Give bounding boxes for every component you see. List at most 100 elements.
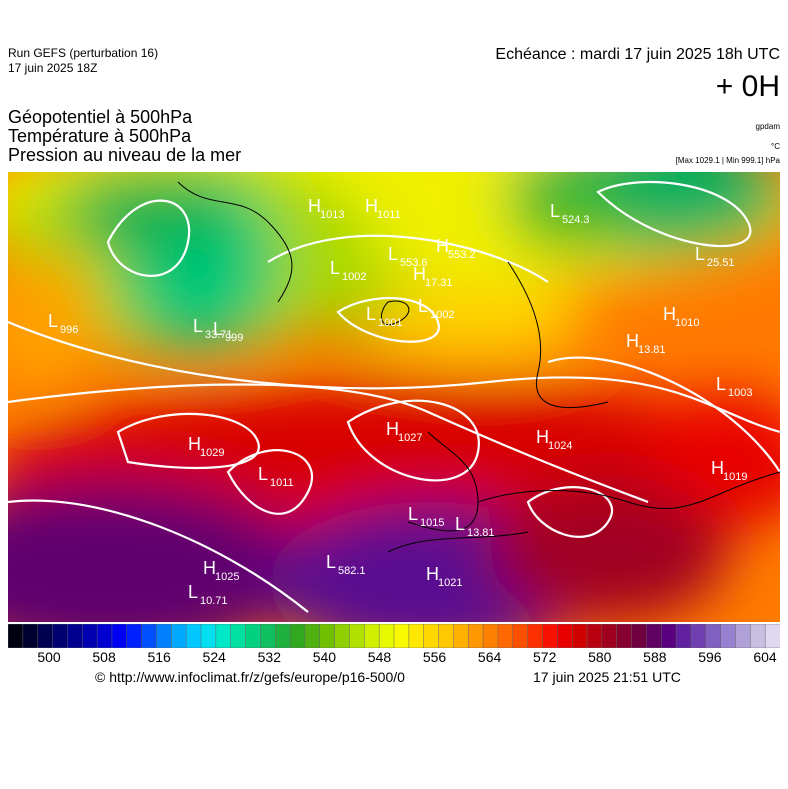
label-letter: L bbox=[330, 258, 340, 278]
pressure-label: H 553.2 bbox=[436, 236, 476, 261]
pressure-label: H 1027 bbox=[386, 419, 422, 444]
field: Géopotentiel à 500hPa bbox=[8, 107, 193, 127]
colorbar-swatch bbox=[245, 624, 262, 648]
colorbar-swatch bbox=[52, 624, 69, 648]
label-letter: L bbox=[366, 304, 376, 324]
colorbar-swatch bbox=[690, 624, 707, 648]
colorbar-swatch bbox=[646, 624, 662, 648]
colorbar-tick-label: 524 bbox=[203, 649, 227, 665]
label-letter: L bbox=[388, 244, 398, 264]
pressure-label: H 1025 bbox=[203, 558, 239, 583]
pressure-label: H 17.31 bbox=[413, 264, 453, 289]
label-letter: H bbox=[308, 196, 321, 216]
label-value: 33.71 bbox=[205, 329, 233, 341]
colorbar-swatch bbox=[185, 624, 202, 648]
label-letter: L bbox=[455, 514, 465, 534]
colorbar-swatch bbox=[319, 624, 336, 648]
colorbar-tick-label: 596 bbox=[698, 649, 722, 665]
pressure-label: L 33.71 bbox=[193, 316, 233, 341]
pressure-label: L 25.51 bbox=[695, 244, 735, 269]
colorbar-swatch bbox=[171, 624, 187, 648]
colorbar-tick-label: 508 bbox=[92, 649, 116, 665]
label-letter: L bbox=[258, 464, 268, 484]
run-date: 17 juin 2025 18Z bbox=[8, 61, 98, 75]
label-value: 1024 bbox=[548, 440, 572, 452]
colorbar-swatch bbox=[467, 624, 484, 648]
pressure-label: L 1001 bbox=[366, 304, 402, 329]
colorbar-swatch bbox=[349, 624, 366, 648]
label-value: 996 bbox=[60, 324, 78, 336]
colorbar-tick-label: 572 bbox=[533, 649, 557, 665]
unit: gpdam bbox=[755, 122, 780, 131]
coastlines bbox=[177, 181, 780, 553]
colorbar-swatch bbox=[675, 624, 692, 648]
label-letter: H bbox=[203, 558, 216, 578]
pressure-label: L 1002 bbox=[418, 296, 454, 321]
pressure-label: L 524.3 bbox=[550, 201, 590, 226]
unit: [Max 1029.1 | Min 999.1] hPa bbox=[675, 156, 780, 165]
pressure-label: L 1011 bbox=[258, 464, 294, 489]
colorbar-swatch bbox=[22, 624, 39, 648]
colorbar-swatch bbox=[215, 624, 232, 648]
label-letter: H bbox=[188, 434, 201, 454]
colorbar-swatch bbox=[705, 624, 722, 648]
colorbar-swatch bbox=[735, 624, 752, 648]
colorbar-swatch bbox=[586, 624, 603, 648]
label-letter: H bbox=[626, 331, 639, 351]
run: Run GEFS (perturbation 16) bbox=[8, 46, 159, 60]
label-value: 1010 bbox=[675, 317, 699, 329]
label-value: 17.31 bbox=[425, 277, 453, 289]
colorbar-tick-label: 588 bbox=[643, 649, 667, 665]
pressure-label: L 999 bbox=[213, 319, 243, 344]
label-letter: L bbox=[716, 374, 726, 394]
colorbar-swatch bbox=[141, 624, 158, 648]
label-value: 1002 bbox=[342, 271, 366, 283]
label-value: 1025 bbox=[215, 571, 239, 583]
field-shading bbox=[8, 172, 780, 622]
label-value: 1027 bbox=[398, 432, 422, 444]
pressure-label: L 553.6 bbox=[388, 244, 428, 269]
colorbar-swatch bbox=[631, 624, 648, 648]
label-value: 1013 bbox=[320, 209, 344, 221]
label-value: 553.2 bbox=[448, 249, 476, 261]
pressure-label: H 1013 bbox=[308, 196, 344, 221]
pressure-label: L 10.71 bbox=[188, 582, 228, 607]
colorbar-swatch bbox=[289, 624, 306, 648]
colorbar-swatch bbox=[408, 624, 425, 648]
pressure-label: H 1029 bbox=[188, 434, 224, 459]
label-value: 1019 bbox=[723, 471, 747, 483]
field: Température à 500hPa bbox=[8, 126, 192, 146]
colorbar-swatch bbox=[230, 624, 247, 648]
colorbar-tick-label: 516 bbox=[147, 649, 171, 665]
label-value: 582.1 bbox=[338, 565, 366, 577]
colorbar-swatch bbox=[200, 624, 217, 648]
colorbar-swatch bbox=[304, 624, 321, 648]
generated: 17 juin 2025 21:51 UTC bbox=[533, 669, 681, 685]
colorbar-tick-label: 604 bbox=[753, 649, 777, 665]
colorbar-swatch bbox=[126, 624, 143, 648]
label-letter: H bbox=[365, 196, 378, 216]
label-letter: H bbox=[711, 458, 724, 478]
pressure-label: L 996 bbox=[48, 311, 78, 336]
colorbar-swatch bbox=[393, 624, 410, 648]
colorbar-tick-label: 532 bbox=[258, 649, 282, 665]
colorbar-tick-label: 564 bbox=[478, 649, 502, 665]
label-letter: L bbox=[550, 201, 560, 221]
pressure-label: H 1019 bbox=[711, 458, 747, 483]
pressure-label: L 1015 bbox=[408, 504, 444, 529]
isobars bbox=[8, 180, 780, 613]
label-value: 13.81 bbox=[467, 527, 495, 539]
colorbar-swatch bbox=[512, 624, 529, 648]
colorbar-tick-label: 556 bbox=[423, 649, 447, 665]
pressure-label: L 1003 bbox=[716, 374, 752, 399]
label-letter: L bbox=[695, 244, 705, 264]
colorbar-swatch bbox=[601, 624, 618, 648]
label-value: 524.3 bbox=[562, 214, 590, 226]
colorbar-swatch bbox=[334, 624, 351, 648]
pressure-label: H 1021 bbox=[426, 564, 462, 589]
label-value: 1003 bbox=[728, 387, 752, 399]
label-letter: H bbox=[536, 427, 549, 447]
label-value: 1015 bbox=[420, 517, 444, 529]
unit: °C bbox=[771, 142, 780, 151]
